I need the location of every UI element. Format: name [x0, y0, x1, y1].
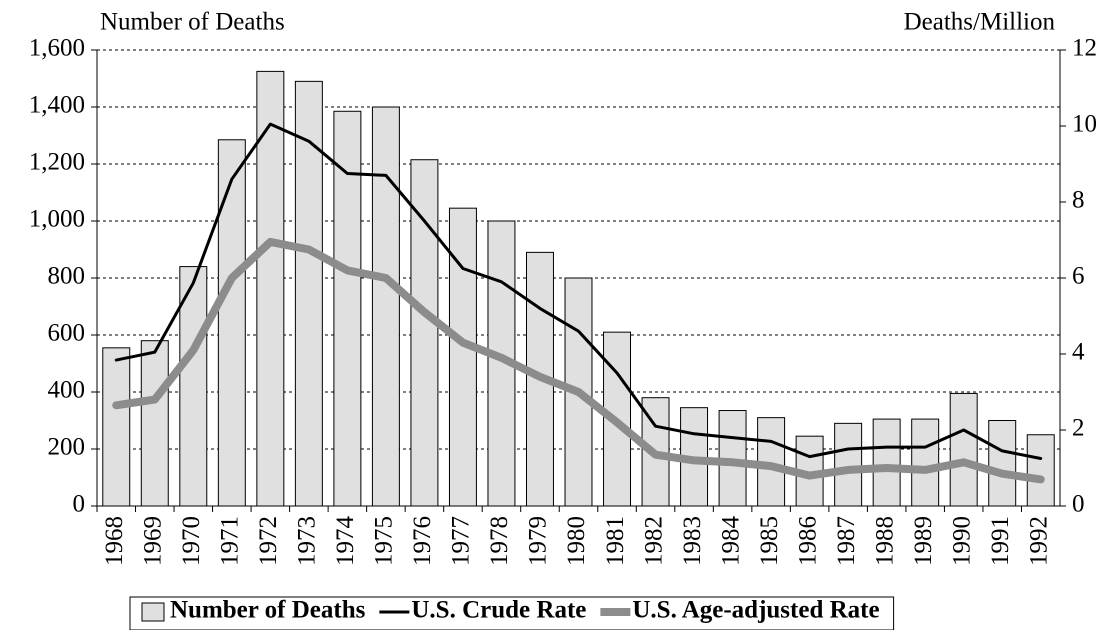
x-tick-label: 1972 — [255, 516, 282, 566]
line — [112, 237, 1045, 484]
x-tick-label: 1980 — [563, 516, 590, 566]
legend-label: Number of Deaths — [170, 597, 366, 624]
y-tick-label: 400 — [48, 377, 86, 404]
x-tick-label: 1968 — [101, 516, 128, 566]
bar — [217, 139, 246, 507]
x-tick-label: 1983 — [679, 516, 706, 566]
x-tick-label: 1974 — [332, 516, 359, 567]
x-tick-label: 1977 — [448, 516, 475, 566]
bar — [102, 347, 131, 507]
bar — [1026, 434, 1055, 507]
y2-axis-title: Deaths/Million — [904, 9, 1056, 36]
legend-label: U.S. Age-adjusted Rate — [632, 597, 879, 624]
legend-swatch — [141, 602, 165, 622]
y-tick-label: 1,600 — [29, 35, 85, 62]
x-tick-label: 1987 — [833, 516, 860, 566]
y-axis-title: Number of Deaths — [100, 9, 285, 36]
y-tick-label: 0 — [73, 491, 86, 518]
bar — [448, 207, 477, 507]
y-tick-label: 800 — [48, 263, 86, 290]
line — [114, 122, 1043, 460]
x-tick-label: 1979 — [525, 516, 552, 566]
y2-tick-label: 2 — [1072, 415, 1085, 442]
legend-box — [129, 596, 895, 630]
bar — [487, 220, 516, 507]
x-tick-label: 1991 — [987, 516, 1014, 566]
bar — [872, 418, 901, 507]
bar — [949, 392, 978, 507]
bar — [294, 80, 323, 507]
x-tick-label: 1990 — [948, 516, 975, 566]
y-tick-label: 1,400 — [29, 92, 85, 119]
bar — [371, 106, 400, 507]
y2-tick-label: 0 — [1072, 491, 1085, 518]
x-tick-label: 1984 — [717, 516, 744, 567]
y2-tick-label: 10 — [1072, 111, 1097, 138]
x-tick-label: 1976 — [409, 516, 436, 566]
bar — [410, 159, 439, 507]
bar — [911, 418, 940, 507]
x-tick-label: 1981 — [602, 516, 629, 566]
bar — [333, 110, 362, 507]
x-tick-label: 1982 — [640, 516, 667, 566]
x-tick-label: 1973 — [294, 516, 321, 566]
bar — [256, 70, 285, 507]
y-tick-label: 200 — [48, 434, 86, 461]
y2-tick-label: 8 — [1072, 187, 1085, 214]
x-tick-label: 1969 — [140, 516, 167, 566]
x-tick-label: 1992 — [1025, 516, 1052, 566]
y-tick-label: 1,000 — [29, 206, 85, 233]
legend-label: U.S. Crude Rate — [411, 597, 586, 624]
y2-tick-label: 4 — [1072, 339, 1085, 366]
x-tick-label: 1986 — [794, 516, 821, 566]
y2-tick-label: 6 — [1072, 263, 1085, 290]
bar — [988, 420, 1017, 507]
x-tick-label: 1971 — [217, 516, 244, 566]
y2-tick-label: 12 — [1072, 35, 1097, 62]
x-tick-label: 1989 — [910, 516, 937, 566]
bar — [834, 422, 863, 507]
x-tick-label: 1970 — [178, 516, 205, 566]
x-tick-label: 1978 — [486, 516, 513, 566]
y-tick-label: 1,200 — [29, 149, 85, 176]
bar — [140, 340, 169, 507]
x-tick-label: 1985 — [756, 516, 783, 566]
y-tick-label: 600 — [48, 320, 86, 347]
x-tick-label: 1988 — [871, 516, 898, 566]
x-tick-label: 1975 — [371, 516, 398, 566]
